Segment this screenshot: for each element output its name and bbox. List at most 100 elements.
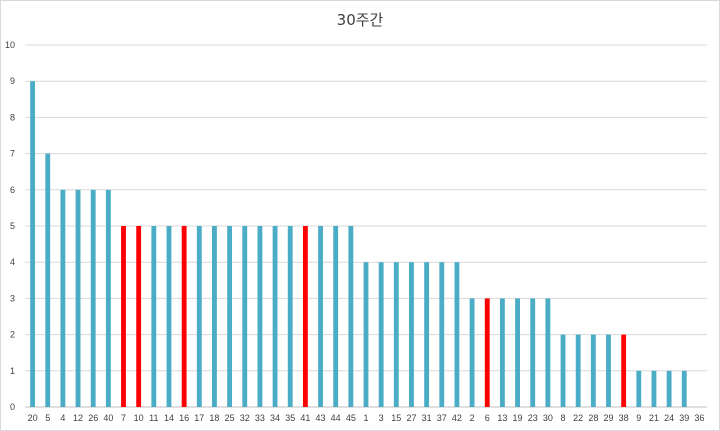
x-tick-label: 25 [225,413,235,423]
bar-8 [560,334,566,407]
bar-6 [484,298,490,407]
x-tick-label: 22 [573,413,583,423]
bar-38 [621,334,627,407]
x-tick-label: 24 [664,413,674,423]
y-tick-labels: 0 1 2 3 4 5 6 7 8 9 10 [5,40,15,412]
x-tick-label: 33 [255,413,265,423]
bar-26 [90,189,96,407]
x-tick-label: 9 [636,413,641,423]
bar-9 [636,370,642,407]
x-tick-label: 27 [406,413,416,423]
x-tick-label: 28 [588,413,598,423]
x-tick-label: 30 [543,413,553,423]
bar-7 [121,226,126,407]
bar-11 [151,226,157,407]
chart-title: 30주간 [336,11,384,29]
x-tick-label: 6 [485,413,490,423]
x-tick-label: 45 [346,413,356,423]
bar-33 [257,226,263,407]
y-tick-label: 4 [10,257,15,267]
x-tick-label: 35 [285,413,295,423]
x-tick-label: 39 [679,413,689,423]
y-tick-label: 8 [10,112,15,122]
bar-45 [348,226,354,407]
x-tick-label: 36 [694,413,704,423]
bar-35 [287,226,293,407]
bar-30 [545,298,551,407]
bar-34 [272,226,278,407]
bar-16 [181,226,187,407]
x-tick-label: 12 [73,413,83,423]
bar-20 [30,81,36,407]
bar-18 [212,226,217,407]
x-tick-label: 17 [194,413,204,423]
bar-37 [439,262,445,407]
x-tick-label: 3 [379,413,384,423]
bar-15 [393,262,399,407]
y-tick-label: 5 [10,221,15,231]
x-tick-label: 1 [363,413,368,423]
bar-2 [469,298,475,407]
y-tick-label: 2 [10,330,15,340]
y-tick-label: 1 [10,366,15,376]
x-tick-label: 41 [300,413,310,423]
x-tick-label: 5 [45,413,50,423]
bar-14 [166,226,172,407]
x-tick-label: 20 [28,413,38,423]
x-tick-label: 32 [240,413,250,423]
bar-44 [333,226,339,407]
x-tick-label: 38 [619,413,629,423]
x-tick-label: 14 [164,413,174,423]
x-tick-label: 16 [179,413,189,423]
bar-19 [515,298,520,407]
bar-5 [45,153,51,407]
bar-4 [60,189,66,407]
x-tick-label: 42 [452,413,462,423]
bar-3 [378,262,384,407]
bar-21 [651,370,657,407]
x-tick-label: 44 [331,413,341,423]
x-tick-label: 26 [88,413,98,423]
y-tick-label: 9 [10,76,15,86]
y-tick-label: 3 [10,293,15,303]
y-tick-label: 10 [5,40,15,50]
bar-40 [105,189,111,407]
x-tick-label: 8 [561,413,566,423]
x-tick-label: 11 [149,413,158,423]
x-tick-labels: 20 5 4 12 26 40 7 10 11 14 16 17 18 25 32 33 34 35 41 43 44 4… [28,413,705,423]
y-tick-label: 6 [10,185,15,195]
bar-32 [242,226,248,407]
x-tick-label: 19 [513,413,523,423]
bars [30,81,687,407]
bar-12 [75,189,81,407]
x-tick-label: 4 [60,413,65,423]
bar-29 [606,334,611,407]
bar-42 [454,262,460,407]
bar-41 [302,226,308,407]
x-tick-label: 7 [121,413,126,423]
x-tick-label: 10 [134,413,144,423]
bar-25 [227,226,233,407]
x-tick-label: 37 [437,413,447,423]
x-tick-label: 40 [103,413,113,423]
bar-13 [499,298,505,407]
bar-43 [318,226,323,407]
bar-23 [530,298,536,407]
bar-22 [575,334,581,407]
bar-24 [666,370,672,407]
y-tick-label: 7 [10,149,15,159]
y-tick-label: 0 [10,402,15,412]
x-tick-label: 13 [497,413,507,423]
x-tick-label: 21 [649,413,659,423]
bar-31 [424,262,430,407]
x-tick-label: 29 [603,413,613,423]
x-tick-label: 31 [422,413,432,423]
bar-10 [136,226,142,407]
bar-28 [590,334,596,407]
x-tick-label: 18 [209,413,219,423]
x-tick-label: 43 [316,413,326,423]
bar-17 [196,226,202,407]
x-tick-label: 23 [528,413,538,423]
